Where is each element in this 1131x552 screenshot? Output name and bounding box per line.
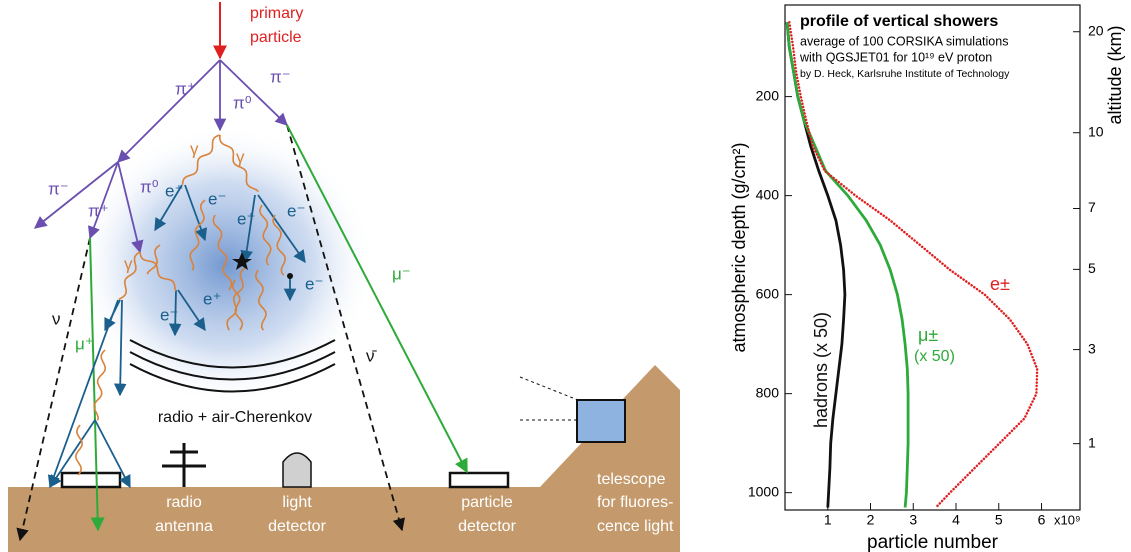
chart-subtitle: by D. Heck, Karlsruhe Institute of Techn…: [800, 68, 1010, 80]
diagram-label: radio: [166, 494, 202, 511]
particle-detector-icon: [450, 473, 508, 487]
diagram-label: primary: [250, 5, 303, 22]
series-line: [787, 22, 845, 507]
diagram-label: e⁻: [305, 274, 323, 293]
diagram-label: e⁻: [208, 189, 226, 208]
diagram-label: radio + air-Cherenkov: [158, 409, 312, 426]
series-label: e±: [990, 274, 1010, 294]
y-tick-label: 400: [756, 186, 780, 202]
chart-subtitle: average of 100 CORSIKA simulations: [800, 34, 1008, 48]
diagram-label: π⁻: [270, 67, 291, 86]
y-axis-label: atmospheric depth (g/cm²): [729, 142, 749, 352]
y2-tick-label: 1: [1088, 434, 1096, 450]
y2-tick-label: 5: [1088, 260, 1096, 276]
diagram-label: particle: [250, 29, 302, 46]
x-axis-label: particle number: [867, 532, 999, 552]
diagram-label: e⁺: [165, 181, 183, 200]
y2-tick-label: 20: [1088, 22, 1104, 38]
diagram-label: for fluores-: [597, 494, 673, 511]
series-label: hadrons (x 50): [811, 312, 831, 428]
diagram-label: π⁰: [233, 93, 252, 112]
figure: primary particle π⁺ π⁻ π⁰ π⁻ π⁺ π⁰ γ γ e⁺ e⁻ e⁺ e⁻ γ e⁻…: [0, 0, 1131, 552]
diagram-label: π⁺: [88, 201, 109, 220]
diagram-label: π⁻: [48, 179, 69, 198]
diagram-label: detector: [268, 518, 326, 535]
y2-tick-label: 10: [1088, 123, 1104, 139]
y-tick-label: 200: [756, 87, 780, 103]
y2-tick-label: 3: [1088, 340, 1096, 356]
diagram-label: ν̄: [366, 346, 378, 365]
photon: [76, 425, 82, 475]
particle-detector-icon: [62, 473, 120, 487]
series-label: μ±: [918, 325, 938, 345]
plot-frame: [785, 5, 1080, 510]
diagram-label: cence light: [597, 518, 674, 535]
x-tick-label: 2: [867, 512, 875, 528]
diagram-label: light: [282, 494, 312, 511]
chart-subtitle: with QGSJET01 for 10¹⁹ eV proton: [799, 50, 992, 64]
diagram-label: μ⁺: [75, 334, 94, 353]
x-tick-label: 4: [952, 512, 960, 528]
x-tick-label: 3: [909, 512, 917, 528]
y2-axis-label: altitude (km): [1105, 25, 1125, 124]
chart: 200 400 600 800 1000 20 10 7 5 3 1 1 2 3 4 5 6 x10⁹ partic…: [729, 5, 1125, 552]
chart-title: profile of vertical showers: [800, 13, 998, 30]
ground: [8, 487, 680, 552]
x-tick-label: 6: [1038, 512, 1046, 528]
y-tick-label: 1000: [748, 483, 779, 499]
radio-antenna-icon: [162, 443, 206, 487]
diagram-label: e⁺: [203, 289, 221, 308]
series-line: [787, 22, 908, 507]
diagram-label: π⁰: [140, 177, 159, 196]
x-tick-label: 5: [995, 512, 1003, 528]
series-annotation: (x 50): [914, 348, 955, 365]
interaction-point: [287, 273, 293, 279]
diagram-label: particle: [461, 494, 513, 511]
y-tick-label: 800: [756, 384, 780, 400]
diagram-label: γ: [236, 147, 245, 166]
diagram-label: γ: [190, 139, 199, 158]
diagram-label: antenna: [155, 518, 213, 535]
diagram-label: π⁺: [175, 79, 196, 98]
diagram-label: ν: [52, 309, 61, 328]
y-tick-label: 600: [756, 285, 780, 301]
telescope: [577, 400, 625, 442]
diagram-label: telescope: [597, 471, 666, 488]
diagram-label: detector: [458, 518, 516, 535]
series-line: [789, 22, 1037, 507]
diagram-label: e⁻: [160, 305, 178, 324]
diagram-label: μ⁻: [392, 264, 411, 283]
x-tick-label: 1: [824, 512, 832, 528]
page: primary particle π⁺ π⁻ π⁰ π⁻ π⁺ π⁰ γ γ e⁺ e⁻ e⁺ e⁻ γ e⁻…: [0, 0, 1131, 552]
diagram-label: e⁺: [237, 209, 255, 228]
telescope-view: [520, 377, 578, 400]
light-detector-icon: [283, 453, 311, 487]
diagram-label: e⁻: [287, 201, 305, 220]
y2-tick-label: 7: [1088, 199, 1096, 215]
diagram-label: γ: [124, 254, 133, 273]
air-shower-diagram: primary particle π⁺ π⁻ π⁰ π⁻ π⁺ π⁰ γ γ e⁺ e⁻ e⁺ e⁻ γ e⁻…: [8, 2, 680, 552]
x-multiplier: x10⁹: [1054, 512, 1081, 527]
